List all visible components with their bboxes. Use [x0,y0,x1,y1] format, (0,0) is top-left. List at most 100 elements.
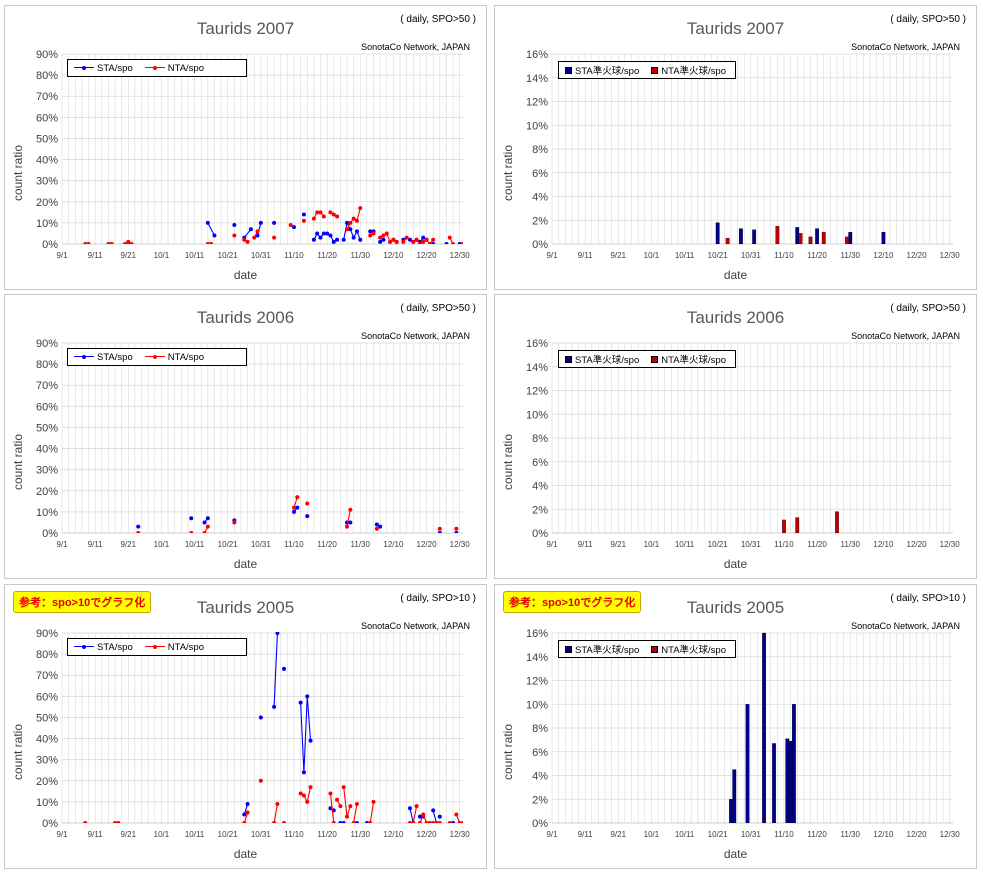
series-line-segment [409,808,414,823]
data-point [434,821,439,823]
data-point [291,505,296,510]
legend-item-nta: NTA/spo [144,351,204,363]
x-tick-label: 11/30 [841,251,861,260]
data-point [378,235,383,240]
data-point [209,242,214,244]
data-point [308,785,313,790]
data-point [282,666,287,671]
data-point [232,520,237,525]
x-tick-label: 9/21 [610,540,626,549]
data-bar [848,231,853,244]
y-tick-label: 16% [526,338,548,350]
y-tick-label: 50% [36,712,58,724]
x-tick-label: 11/20 [807,830,827,839]
y-axis-label: count ratio [11,144,25,202]
y-tick-label: 4% [532,771,548,783]
data-point [315,210,320,215]
chart-plot: 0% 10% 20% 30% 40% 50% 60% 70% 80% 90% 9/1 9/11 9/21… [36,338,470,549]
data-point [245,239,250,244]
data-point [451,821,456,823]
data-point [252,235,257,240]
data-point [335,797,340,802]
data-point [378,239,383,244]
data-point [205,242,210,244]
data-point [242,237,247,242]
data-point [129,242,134,244]
data-point [414,237,419,242]
x-tick-label: 9/21 [610,251,626,260]
x-tick-label: 10/31 [741,251,762,260]
data-point [288,223,293,227]
data-point [328,233,333,238]
x-tick-label: 11/10 [284,830,304,839]
y-tick-label: 20% [36,197,58,209]
data-point [318,235,323,240]
legend-label: NTA準火球/spo [661,355,726,366]
x-tick-label: 10/1 [644,540,660,549]
legend-label: STA/spo [97,62,133,74]
data-point [189,531,194,533]
x-tick-label: 9/1 [546,251,558,260]
data-point [291,225,296,230]
x-tick-label: 10/1 [154,830,170,839]
series-line-segment [409,806,418,823]
chart-source: SonotaCo Network, JAPAN [851,621,960,631]
data-point [407,806,412,811]
x-tick-label: 10/1 [644,830,660,839]
chart-note: ( daily, SPO>10 ) [400,593,476,604]
series-line-segment [462,242,463,244]
data-point [354,802,359,806]
data-point [388,239,393,244]
data-point [301,212,306,217]
data-point [437,526,442,531]
data-point [258,220,263,225]
y-tick-label: 30% [36,176,58,188]
data-point [454,531,459,533]
data-bar [798,233,803,244]
data-bar [785,738,790,823]
data-point [305,514,310,519]
x-axis-label: date [233,847,258,861]
chart-title: Taurids 2005 [196,598,295,617]
chart-note: ( daily, SPO>50 ) [890,14,966,25]
x-tick-label: 10/21 [708,830,729,839]
chart-panel-fireball-2006: 0% 2% 4% 6% 8% 10% 12% 14% 16% 9/1 9/11 9/21 10/1 10/… [494,294,977,579]
x-tick-label: 9/1 [546,540,558,549]
legend-label: NTA準火球/spo [661,66,726,77]
x-tick-label: 12/30 [450,251,471,260]
chart-plot: 0% 10% 20% 30% 40% 50% 60% 70% 80% 90% 9/1 9/11 9/21… [36,49,471,260]
y-tick-label: 60% [36,401,58,413]
chart-source: SonotaCo Network, JAPAN [851,331,960,341]
x-tick-label: 12/20 [417,251,438,260]
data-point [341,785,346,790]
data-point [338,804,343,809]
y-axis-label: count ratio [501,144,515,202]
y-tick-label: 20% [36,486,58,498]
x-tick-label: 10/21 [708,540,729,549]
legend-line-marker-icon [144,65,165,71]
data-point [374,526,379,531]
data-point [295,495,300,500]
chart-plot: 0% 2% 4% 6% 8% 10% 12% 14% 16% 9/1 9/11 9/21 10/1 10/… [526,338,960,549]
x-tick-label: 11/20 [317,830,337,839]
legend-item-sta: STA/spo [74,642,133,653]
x-tick-label: 10/11 [675,251,695,260]
y-axis-label: count ratio [11,433,25,491]
data-point [401,239,406,244]
y-tick-label: 8% [532,723,548,735]
legend-label: STA準火球/spo [575,645,640,656]
data-bar [815,228,820,244]
x-tick-label: 9/11 [88,540,104,549]
data-point [417,814,422,819]
data-point [331,239,336,244]
x-tick-label: 11/20 [807,540,827,549]
data-point [258,778,263,783]
data-point [321,231,326,236]
data-point [431,821,436,823]
x-tick-label: 10/21 [218,540,239,549]
x-tick-label: 11/10 [774,251,794,260]
data-point [136,524,141,529]
legend-label: NTA/spo [167,351,204,363]
legend-line-marker-icon [144,644,165,650]
data-point [371,799,376,804]
